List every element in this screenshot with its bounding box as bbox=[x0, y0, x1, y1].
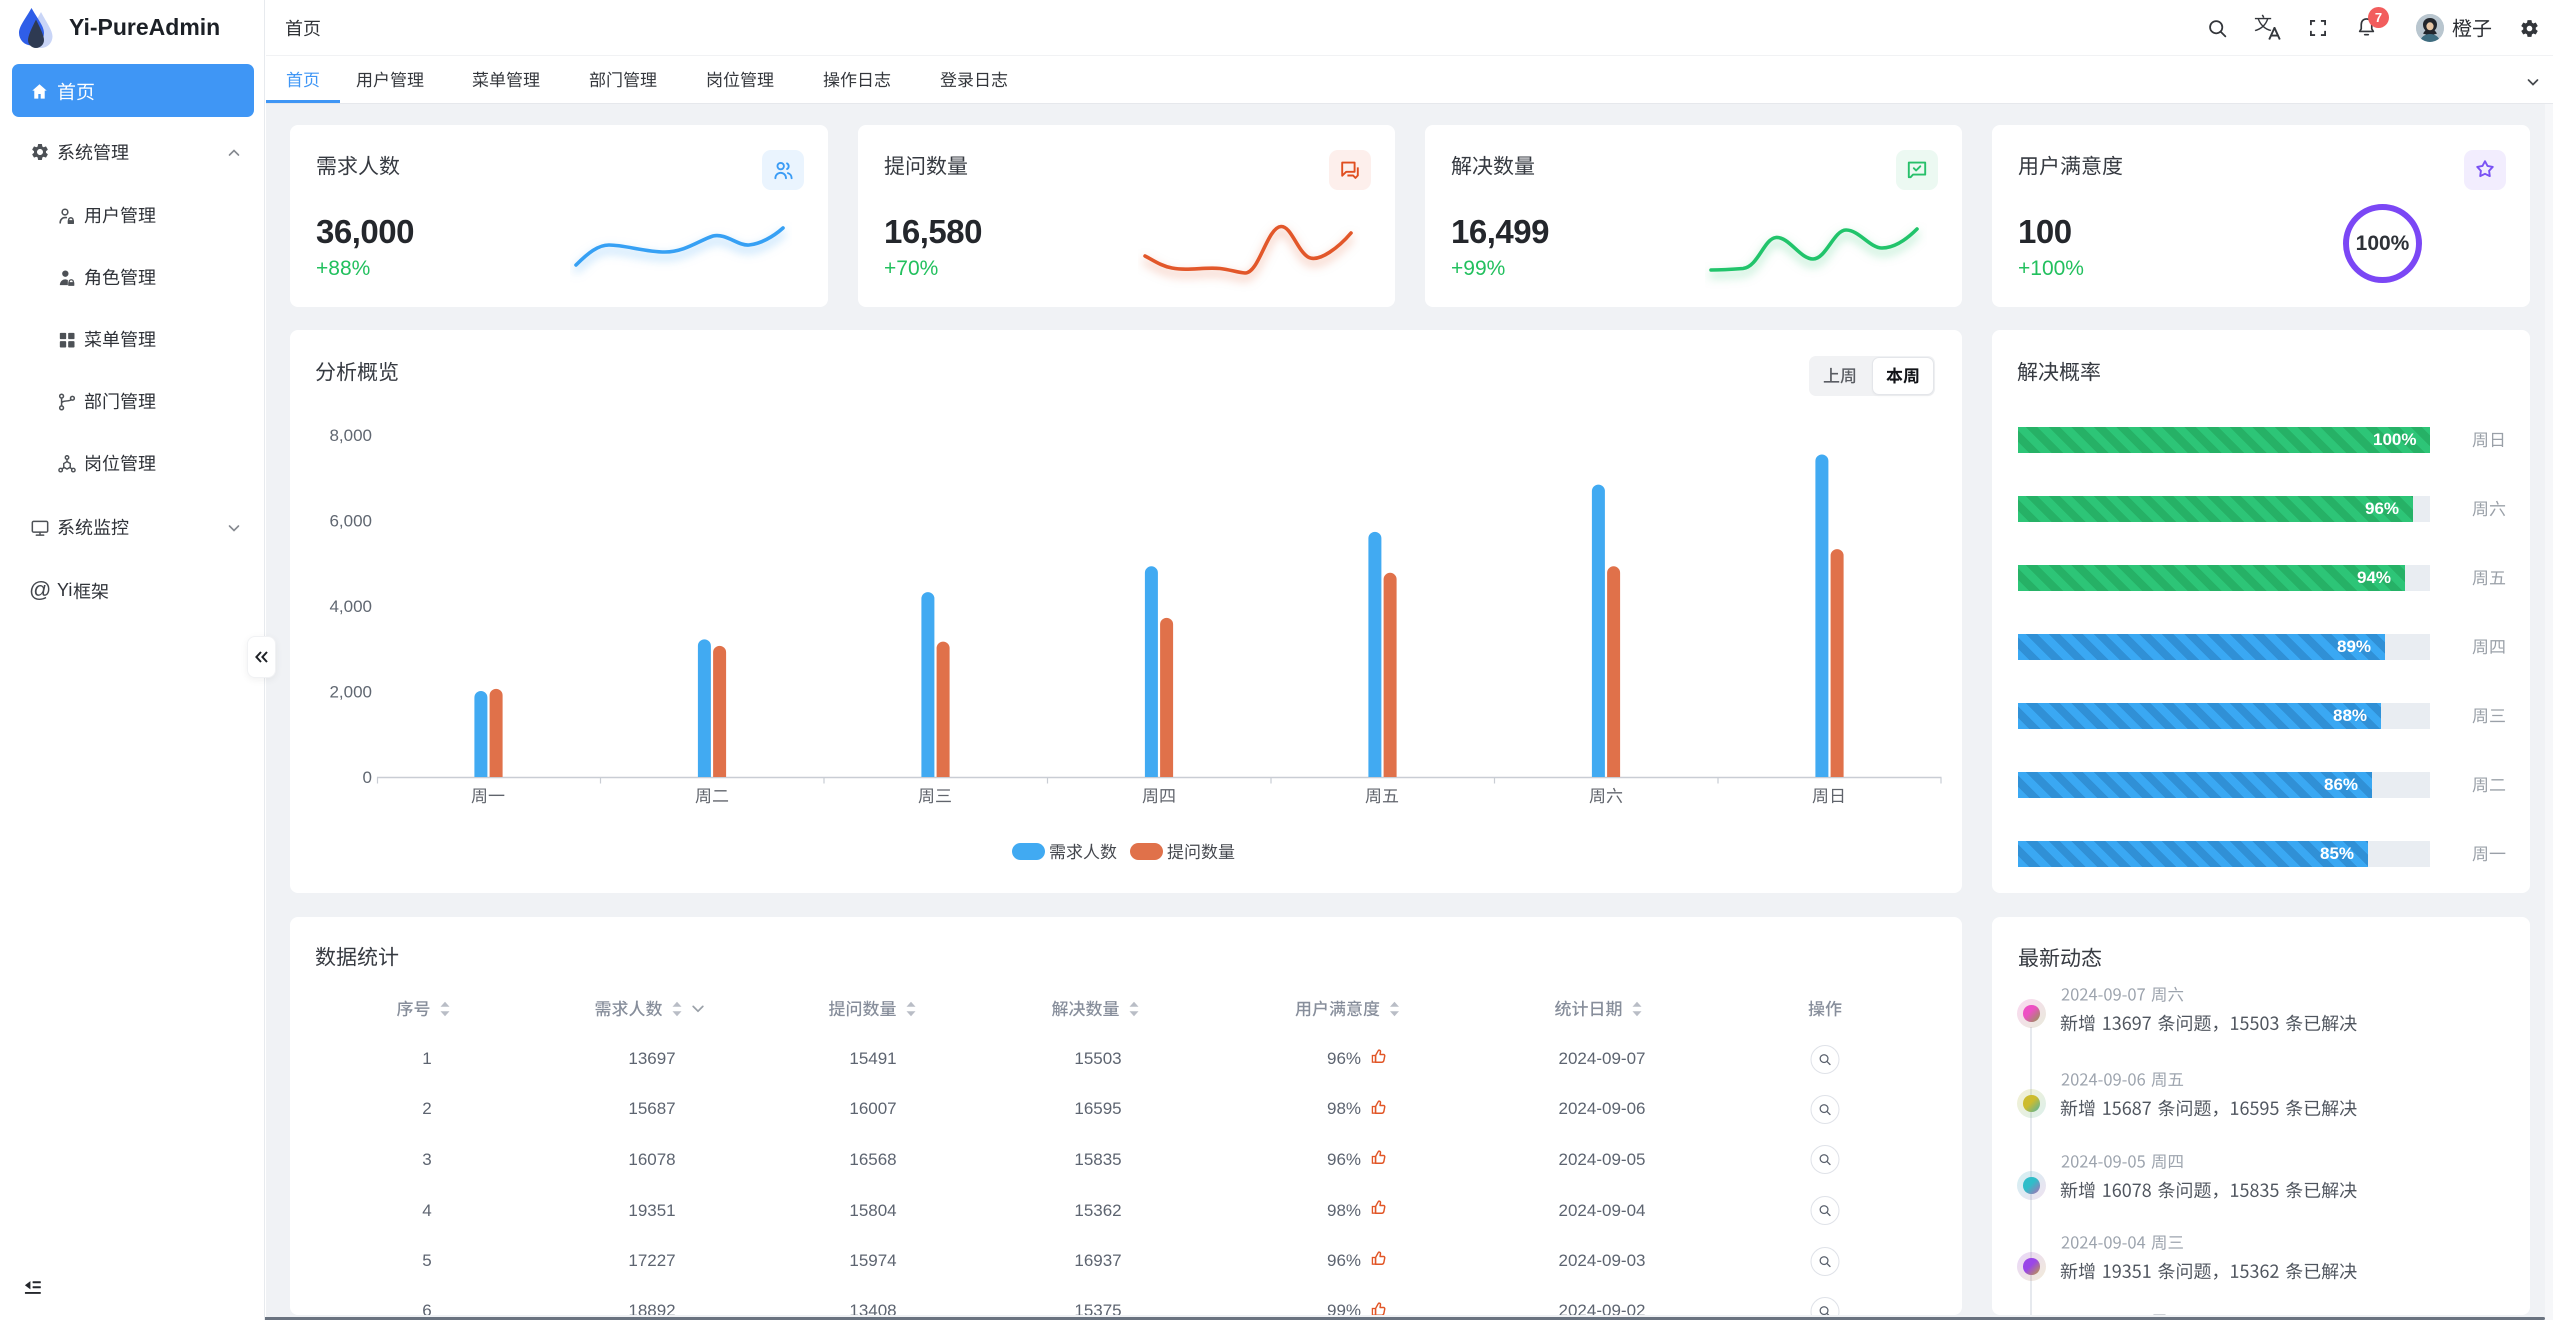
svg-text:0: 0 bbox=[363, 768, 372, 787]
svg-text:8,000: 8,000 bbox=[329, 426, 372, 445]
svg-text:2,000: 2,000 bbox=[329, 683, 372, 702]
svg-text:6,000: 6,000 bbox=[329, 512, 372, 531]
svg-text:4,000: 4,000 bbox=[329, 597, 372, 616]
